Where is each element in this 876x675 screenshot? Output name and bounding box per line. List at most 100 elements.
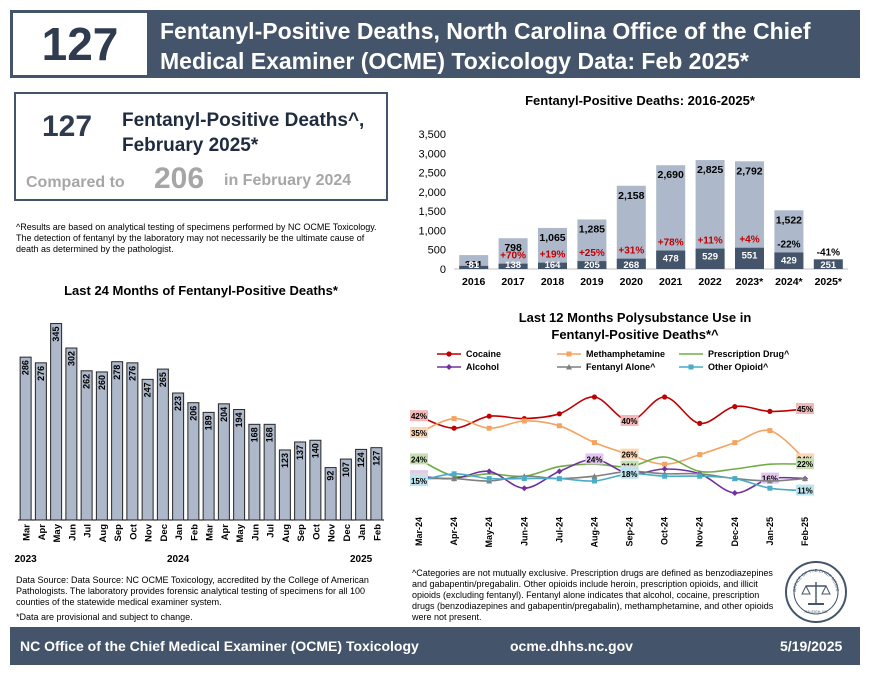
poly-x-label: Jan-25 bbox=[765, 517, 775, 546]
monthly-bar-label: 204 bbox=[219, 407, 229, 422]
annual-change-label: +78% bbox=[658, 238, 684, 249]
annual-total-label: 798 bbox=[504, 242, 522, 254]
summary-compared-to: Compared to bbox=[26, 174, 125, 191]
monthly-bar bbox=[34, 362, 47, 521]
monthly-x-label: Apr bbox=[37, 524, 48, 541]
monthly-x-label: May bbox=[52, 523, 63, 542]
monthly-x-label: Mar bbox=[205, 524, 216, 541]
monthly-bar-label: 137 bbox=[295, 445, 305, 460]
annual-partial-bar bbox=[735, 247, 764, 269]
annual-change-label: +25% bbox=[579, 248, 605, 259]
poly-point bbox=[767, 408, 773, 414]
poly-data-label: 26% bbox=[622, 451, 638, 460]
page-title-line-1: Fentanyl-Positive Deaths, North Carolina… bbox=[160, 18, 811, 44]
monthly-bar bbox=[111, 361, 124, 521]
annual-partial-bar bbox=[774, 252, 804, 269]
annual-y-tick: 0 bbox=[440, 264, 446, 276]
monthly-bar bbox=[294, 441, 307, 521]
annual-partial-bar bbox=[577, 261, 607, 269]
annual-partial-bar bbox=[813, 259, 843, 269]
poly-legend-marker bbox=[566, 364, 572, 370]
poly-label-bg bbox=[585, 453, 604, 465]
annual-change-label: -41% bbox=[817, 247, 840, 258]
annual-total-label: 2,158 bbox=[618, 190, 644, 202]
monthly-bar bbox=[217, 403, 230, 521]
monthly-bar-label: 276 bbox=[36, 366, 46, 381]
monthly-bar-label: 206 bbox=[188, 406, 198, 421]
annual-partial-bar bbox=[538, 262, 567, 269]
annual-y-tick: 3,000 bbox=[418, 148, 446, 160]
poly-label-bg bbox=[410, 453, 428, 465]
poly-point bbox=[486, 476, 492, 482]
monthly-x-label: Mar bbox=[22, 524, 33, 541]
monthly-x-label: Aug bbox=[98, 524, 109, 543]
poly-chart-title: Last 12 Months Polysubstance Use in Fent… bbox=[410, 309, 860, 343]
poly-point bbox=[556, 468, 563, 475]
monthly-x-label: Jun bbox=[67, 524, 78, 541]
poly-chart-title-line-1: Last 12 Months Polysubstance Use in bbox=[518, 310, 752, 325]
poly-point bbox=[451, 471, 457, 477]
poly-series-line bbox=[418, 417, 806, 466]
annual-partial-label: 478 bbox=[663, 254, 679, 265]
poly-data-label: 40% bbox=[622, 417, 638, 426]
poly-legend-marker bbox=[446, 364, 452, 370]
poly-data-label: 35% bbox=[411, 429, 427, 438]
poly-legend-label: Alcohol bbox=[466, 362, 499, 372]
poly-point bbox=[662, 394, 668, 400]
monthly-x-label: May bbox=[235, 523, 246, 542]
monthly-bar-label: 124 bbox=[356, 452, 366, 467]
monthly-bar bbox=[19, 356, 32, 521]
summary-previous-count: 206 bbox=[154, 162, 205, 195]
poly-point bbox=[802, 475, 808, 482]
annual-partial-label: 529 bbox=[702, 252, 718, 263]
poly-data-label: 15% bbox=[411, 477, 427, 486]
monthly-x-label: Nov bbox=[144, 523, 155, 542]
monthly-bar bbox=[202, 411, 215, 521]
annual-y-tick: 1,000 bbox=[418, 225, 446, 237]
monthly-bar-label: 127 bbox=[371, 451, 381, 466]
summary-previous-label: in February 2024 bbox=[224, 172, 352, 189]
monthly-bar bbox=[233, 409, 246, 521]
poly-point bbox=[451, 425, 457, 431]
poly-point bbox=[661, 466, 668, 472]
monthly-bar bbox=[156, 368, 169, 521]
poly-label-bg bbox=[410, 427, 428, 438]
poly-data-label: 42% bbox=[411, 412, 427, 421]
poly-legend-label: Fentanyl Alone^ bbox=[586, 362, 656, 372]
annual-partial-label: 551 bbox=[742, 251, 759, 262]
monthly-bar-label: 247 bbox=[143, 382, 153, 397]
summary-label: Fentanyl-Positive Deaths^, February 2025… bbox=[122, 108, 364, 158]
monthly-bar-label: 276 bbox=[127, 366, 137, 381]
poly-point bbox=[521, 476, 527, 482]
poly-point bbox=[697, 452, 703, 458]
monthly-x-label: Sep bbox=[113, 524, 124, 542]
footer-date: 5/19/2025 bbox=[780, 638, 843, 654]
annual-total-label: 2,792 bbox=[736, 165, 762, 177]
poly-point bbox=[451, 416, 457, 422]
annual-partial-bar bbox=[616, 258, 646, 269]
header-count: 127 bbox=[41, 18, 119, 70]
annual-chart-title: Fentanyl-Positive Deaths: 2016-2025* bbox=[525, 93, 755, 108]
poly-point bbox=[556, 423, 562, 429]
footer-url[interactable]: ocme.dhhs.nc.gov bbox=[510, 638, 633, 654]
monthly-bar-label: 107 bbox=[341, 462, 351, 477]
monthly-x-label: Feb bbox=[372, 524, 383, 541]
poly-point bbox=[697, 473, 703, 479]
monthly-bar bbox=[126, 362, 139, 521]
poly-label-bg bbox=[410, 475, 428, 486]
poly-x-label: Dec-24 bbox=[730, 517, 740, 547]
poly-point bbox=[766, 478, 773, 484]
poly-x-label: Aug-24 bbox=[589, 517, 599, 548]
monthly-bar-label: 168 bbox=[265, 427, 275, 442]
monthly-bar bbox=[187, 402, 200, 521]
poly-label-bg bbox=[620, 415, 639, 426]
monthly-year-label: 2023 bbox=[15, 554, 38, 565]
annual-x-label: 2018 bbox=[541, 276, 565, 288]
poly-x-label: Apr-24 bbox=[449, 517, 459, 546]
monthly-bar-label: 123 bbox=[280, 453, 290, 468]
annual-total-label: 1,285 bbox=[579, 223, 605, 235]
monthly-chart-title: Last 24 Months of Fentanyl-Positive Deat… bbox=[64, 283, 338, 298]
annual-x-label: 2025* bbox=[815, 276, 843, 288]
header-count-box: 127 bbox=[10, 10, 150, 78]
annual-x-label: 2023* bbox=[736, 276, 764, 288]
